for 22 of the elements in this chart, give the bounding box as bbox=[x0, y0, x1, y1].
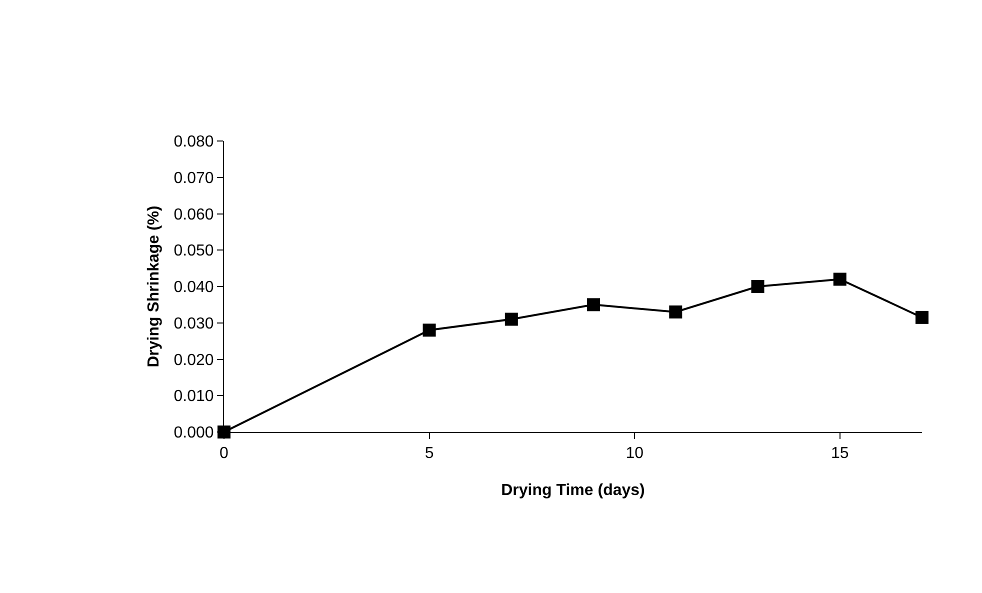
x-axis-title: Drying Time (days) bbox=[501, 482, 645, 499]
y-tick-label: 0.080 bbox=[174, 134, 214, 151]
x-tick-label: 10 bbox=[626, 445, 644, 462]
y-tick-label: 0.010 bbox=[174, 388, 214, 406]
point bbox=[504, 312, 518, 326]
y-tick-label: 0.060 bbox=[174, 206, 214, 224]
point bbox=[669, 305, 682, 318]
y-tick-label: 0.030 bbox=[174, 315, 214, 332]
y-tick-label: 0.040 bbox=[174, 279, 214, 296]
x-tick-label: 15 bbox=[830, 445, 849, 462]
point bbox=[916, 310, 928, 324]
point bbox=[833, 272, 846, 286]
y-tick-label: 0.000 bbox=[174, 424, 214, 442]
point bbox=[587, 298, 600, 312]
y-tick-label: 0.070 bbox=[174, 170, 214, 187]
y-axis-title: Drying Shrinkage (%) bbox=[146, 206, 163, 368]
x-tick-label: 5 bbox=[424, 445, 434, 462]
x-tick-label: 0 bbox=[220, 445, 229, 462]
y-tick-label: 0.020 bbox=[174, 352, 214, 369]
point bbox=[751, 280, 764, 293]
y-tick-label: 0.050 bbox=[174, 242, 214, 260]
point bbox=[422, 324, 436, 337]
